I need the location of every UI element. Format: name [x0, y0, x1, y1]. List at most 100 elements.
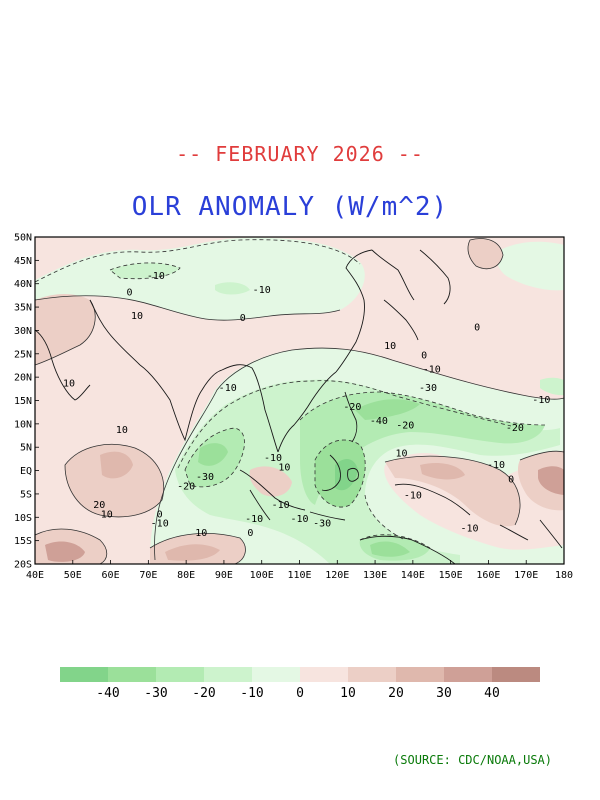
contour-label: 10	[278, 463, 290, 474]
legend-swatch	[108, 667, 156, 682]
lat-tick-label: 10S	[14, 513, 32, 524]
contour-label: 10	[63, 378, 75, 389]
subtitle-month: -- FEBRUARY 2026 --	[176, 142, 424, 166]
coastlines	[35, 249, 563, 564]
contour-label: 0	[474, 322, 480, 333]
contour-label: -10	[487, 460, 505, 471]
positive-contours	[35, 238, 564, 564]
lat-tick-label: 15S	[14, 536, 32, 547]
legend-swatch	[60, 667, 108, 682]
legend-label: 0	[296, 686, 304, 701]
anomaly-region	[540, 377, 564, 396]
lat-tick-label: 35N	[14, 303, 32, 314]
contour-label: 0	[126, 287, 132, 298]
contour-label: 10	[384, 341, 396, 352]
legend-swatch	[444, 667, 492, 682]
anomaly-region	[249, 466, 292, 497]
legend-label: -10	[240, 686, 263, 701]
anomaly-region	[468, 238, 503, 269]
legend-label: 10	[340, 686, 356, 701]
lon-tick-label: 60E	[102, 570, 120, 581]
axis-ticks: 50N 45N 40N 35N 30N 25N 20N 15N 10N 5N EQ 5S 10S 15S 2…	[14, 233, 573, 582]
contour-label: -10	[219, 383, 237, 394]
anomaly-region	[100, 451, 133, 479]
contour-label: -40	[370, 416, 388, 427]
legend-swatch	[252, 667, 300, 682]
contour-label: 10	[395, 449, 407, 460]
lon-tick-label: 110E	[287, 570, 311, 581]
lon-tick-label: 120E	[325, 570, 349, 581]
anomaly-region	[300, 392, 545, 505]
contour-label: -20	[506, 423, 524, 434]
legend-label: 30	[436, 686, 452, 701]
anomaly-region	[538, 466, 564, 495]
lon-tick-label: 90E	[215, 570, 233, 581]
contour-label: -20	[177, 481, 195, 492]
legend-label: 40	[484, 686, 500, 701]
lat-tick-label: 5N	[20, 443, 32, 454]
lon-tick-label: 80E	[177, 570, 195, 581]
anomaly-region	[420, 463, 465, 480]
contour-label: -30	[419, 383, 437, 394]
contour-label: 10	[131, 311, 143, 322]
lon-tick-label: 130E	[363, 570, 387, 581]
legend-swatch	[492, 667, 540, 682]
contour-label: 20	[93, 500, 105, 511]
lon-tick-label: 180	[555, 570, 573, 581]
anomaly-region	[35, 237, 365, 321]
legend-label: -30	[144, 686, 167, 701]
map-title: OLR ANOMALY (W/m^2)	[131, 192, 449, 222]
lat-tick-label: 20S	[14, 560, 32, 571]
lat-tick-label: 30N	[14, 326, 32, 337]
lon-tick-label: 150E	[439, 570, 463, 581]
lat-tick-label: 10N	[14, 419, 32, 430]
contour-label: -10	[272, 500, 290, 511]
contour-label: 10	[116, 425, 128, 436]
anomaly-region	[35, 294, 96, 365]
contour-label: -20	[343, 402, 361, 413]
anomaly-region	[335, 458, 358, 491]
anomaly-region	[45, 541, 85, 562]
contour-label: -10	[147, 271, 165, 282]
anomaly-region	[65, 444, 164, 517]
lat-tick-label: 50N	[14, 233, 32, 244]
lat-tick-label: 15N	[14, 396, 32, 407]
legend-swatch	[300, 667, 348, 682]
lon-tick-label: 50E	[64, 570, 82, 581]
anomaly-region	[355, 399, 420, 420]
contour-label: -30	[196, 472, 214, 483]
legend-swatch	[396, 667, 444, 682]
contour-label: 10	[195, 528, 207, 539]
lon-tick-label: 140E	[401, 570, 425, 581]
negative-contours	[35, 239, 546, 549]
lat-tick-label: EQ	[20, 466, 32, 477]
contour-label: -10	[245, 514, 263, 525]
anomaly-region	[370, 541, 410, 557]
anomaly-region	[496, 241, 564, 291]
contour-label: -20	[396, 421, 414, 432]
lon-tick-label: 170E	[514, 570, 538, 581]
lat-tick-label: 5S	[20, 489, 32, 500]
anomaly-region	[385, 456, 520, 527]
anomaly-region	[198, 443, 228, 466]
contour-label: -10	[461, 523, 479, 534]
lon-tick-label: 160E	[476, 570, 500, 581]
contour-label: 0	[240, 313, 246, 324]
contour-label: 0	[508, 474, 514, 485]
color-legend: -40 -30 -20 -10 0 10 20 30 40	[60, 667, 540, 701]
contour-label: -10	[151, 519, 169, 530]
contour-label: -10	[423, 364, 441, 375]
legend-swatch	[348, 667, 396, 682]
source-credit: (SOURCE: CDC/NOAA,USA)	[393, 753, 552, 767]
lat-tick-label: 40N	[14, 279, 32, 290]
contour-label: 0	[421, 350, 427, 361]
lat-tick-label: 25N	[14, 349, 32, 360]
olr-anomaly-map: 50N 45N 40N 35N 30N 25N 20N 15N 10N 5N EQ 5S 10S 15S 2…	[14, 233, 573, 582]
anomaly-region	[215, 282, 250, 295]
contour-label: -10	[404, 491, 422, 502]
lon-tick-label: 100E	[250, 570, 274, 581]
contour-label: -30	[313, 519, 331, 530]
anomaly-region	[110, 262, 180, 279]
contour-label: -10	[264, 453, 282, 464]
